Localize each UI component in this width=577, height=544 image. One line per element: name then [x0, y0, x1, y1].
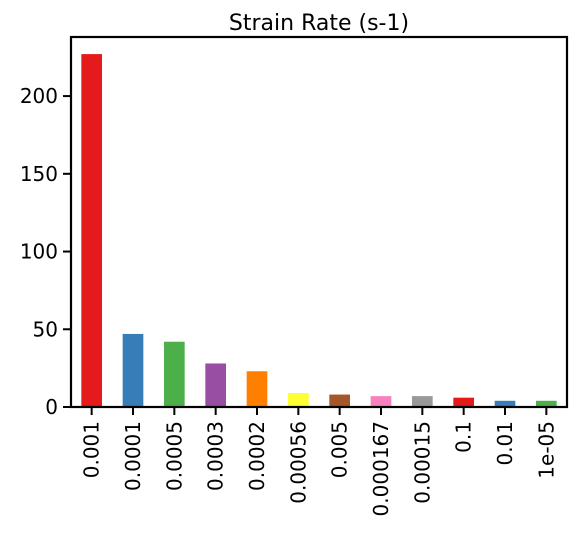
- x-tick-label: 0.01: [493, 421, 517, 466]
- y-tick-label: 100: [20, 240, 58, 264]
- x-tick-label: 0.00056: [286, 421, 310, 504]
- bar-0-1: [453, 397, 474, 407]
- bar-0-000167: [370, 396, 392, 407]
- x-tick-label: 0.0003: [204, 421, 228, 491]
- bar-0-0005: [164, 341, 185, 407]
- plot-frame: [69, 35, 569, 409]
- bar-0-00015: [412, 396, 433, 407]
- x-tick-label: 0.0001: [121, 421, 145, 491]
- y-tick-label: 0: [45, 395, 58, 419]
- x-tick-label: 1e-05: [534, 421, 558, 479]
- x-tick-label: 0.005: [328, 421, 352, 478]
- bars-layer: [81, 54, 557, 407]
- bar-0-0001: [122, 333, 144, 407]
- bar-0-0003: [205, 363, 226, 407]
- bar-0-005: [329, 394, 350, 407]
- axes-layer: 0 50 100 150 200 0.001 0.0001 0.0005 0.0003 0.000…: [20, 35, 569, 516]
- x-tick-label: 0.000167: [369, 421, 393, 516]
- x-tick-label: 0.00015: [410, 421, 434, 504]
- y-tick-label: 50: [33, 317, 58, 341]
- x-tick-label: 0.1: [452, 421, 476, 453]
- bar-0-00056: [288, 393, 309, 407]
- bar-1e-05: [536, 400, 557, 407]
- x-tick-label: 0.0005: [162, 421, 186, 491]
- y-tick-label: 200: [20, 84, 58, 108]
- x-tick-label: 0.001: [80, 421, 104, 478]
- y-tick-label: 150: [20, 162, 58, 186]
- chart-title: Strain Rate (s-1): [229, 11, 409, 36]
- x-tick-label: 0.0002: [245, 421, 269, 491]
- bar-0-0002: [246, 371, 268, 407]
- bar-0-01: [494, 400, 516, 407]
- bar-0-001: [81, 54, 102, 407]
